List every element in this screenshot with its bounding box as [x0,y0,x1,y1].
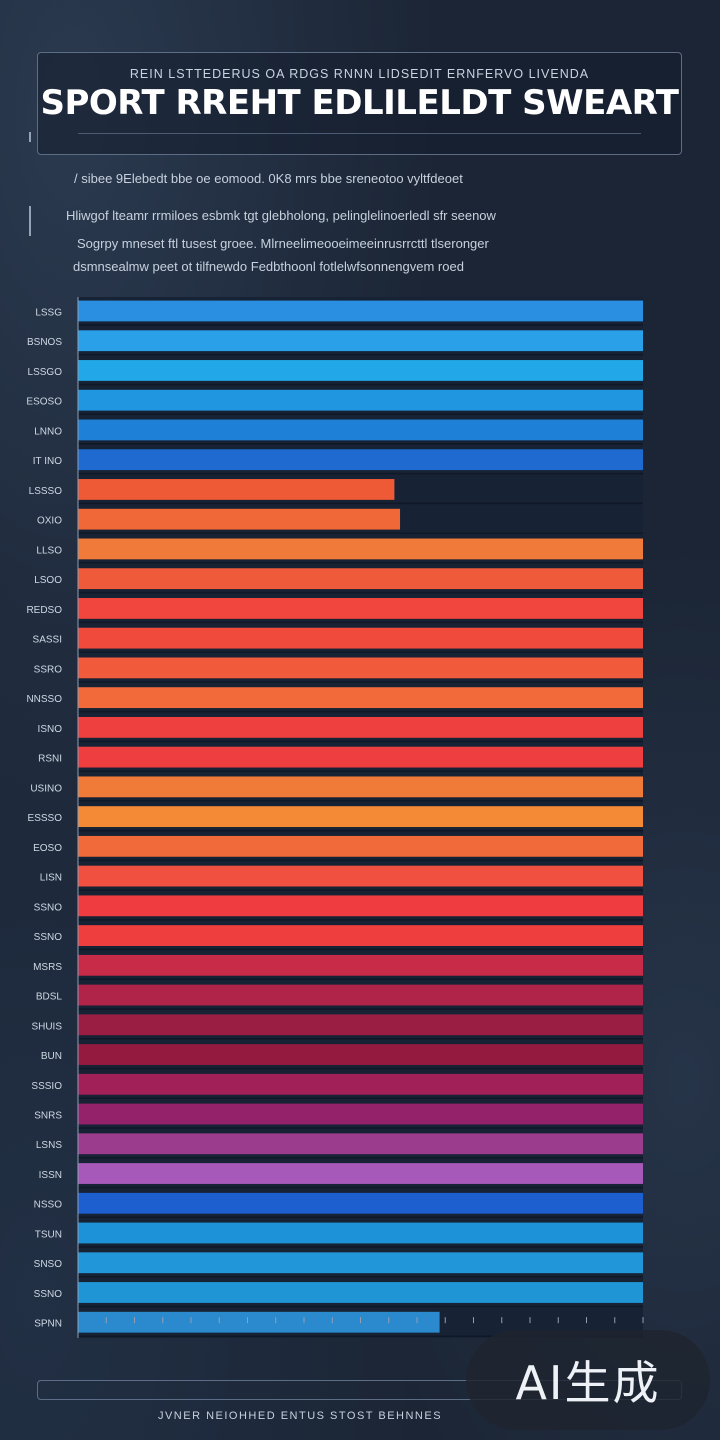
bar-8 [78,508,401,530]
bar-22 [78,925,643,946]
bar-14 [78,687,643,709]
bar-12 [78,627,643,649]
description-line-2: Hliwgof lteamr rrmiloes esbmk tgt glebho… [66,208,496,223]
y-tick-label-6: IT INO [33,456,62,467]
y-tick-label-3: LSSGO [28,367,63,378]
description-line-4: dsmnsealmw peet ot tilfnewdo Fedbthoonl … [73,259,464,274]
bar-26 [78,1044,643,1065]
header-side-tick [29,132,31,142]
bar-27 [78,1073,643,1095]
footer-text: JVNER NEIOHHED ENTUS STOST BEHNNES [157,1410,443,1422]
y-tick-label-1: LSSG [35,307,62,318]
y-tick-label-22: SSNO [34,932,63,943]
y-tick-label-29: LSNS [36,1140,62,1151]
chart-subtitle: REIN LSTTEDERUS OA RDGS RNNN LIDSEDIT ER… [129,67,590,81]
chart-header: REIN LSTTEDERUS OA RDGS RNNN LIDSEDIT ER… [37,52,682,155]
bar-31 [78,1192,643,1214]
bar-3 [78,360,643,381]
y-tick-label-11: REDSO [26,605,62,616]
y-tick-label-23: MSRS [33,962,62,973]
y-tick-label-31: NSSO [34,1200,63,1211]
y-tick-label-32: TSUN [35,1229,62,1240]
description-line-1: / sibee 9Elebedt bbe oe eomood. 0K8 mrs … [74,171,463,186]
bar-29 [78,1133,643,1155]
y-tick-label-30: ISSN [39,1170,62,1181]
bar-9 [78,538,643,560]
bar-2 [78,330,643,352]
y-tick-label-18: ESSSO [28,813,63,824]
y-tick-label-35: SPNN [34,1319,62,1330]
ai-generated-watermark: AI生成 [466,1330,710,1430]
bar-21 [78,895,643,917]
y-tick-label-14: NNSSO [26,694,62,705]
y-tick-label-9: LLSO [36,545,62,556]
y-tick-label-27: SSSIO [31,1081,62,1092]
bar-7 [78,479,395,500]
bar-34 [78,1282,643,1303]
y-tick-label-19: EOSO [33,843,62,854]
bar-4 [78,389,643,411]
bar-11 [78,597,643,619]
y-tick-label-17: USINO [30,783,62,794]
y-tick-label-20: LISN [40,873,62,884]
bar-25 [78,1014,643,1036]
bar-28 [78,1103,643,1125]
y-tick-label-12: SASSI [33,635,62,646]
y-tick-label-26: BUN [41,1051,62,1062]
bar-18 [78,806,643,828]
y-tick-label-8: OXIO [37,516,62,527]
y-tick-label-25: SHUIS [31,1021,62,1032]
bar-15 [78,716,643,738]
bar-32 [78,1222,643,1244]
y-tick-label-16: RSNI [38,754,62,765]
bar-5 [78,419,643,441]
bar-23 [78,954,643,976]
header-divider [78,133,641,134]
y-tick-label-7: LSSSO [29,486,63,497]
y-tick-label-10: LSOO [34,575,62,586]
y-tick-label-4: ESOSO [26,397,62,408]
bar-24 [78,984,643,1006]
y-tick-label-33: SNSO [34,1259,63,1270]
bar-13 [78,657,643,679]
bar-35 [78,1311,440,1333]
y-tick-label-15: ISNO [38,724,63,735]
y-tick-label-34: SSNO [34,1289,63,1300]
y-tick-label-21: SSNO [34,902,63,913]
bar-6 [78,449,643,471]
bar-10 [78,568,643,590]
bar-17 [78,776,643,798]
y-tick-label-5: LNNO [34,426,62,437]
bar-16 [78,746,643,768]
y-tick-label-13: SSRO [34,664,63,675]
y-tick-label-2: BSNOS [27,337,62,348]
bar-20 [78,865,643,887]
description-side-tick [29,206,31,236]
watermark-text: AI生成 [515,1356,661,1410]
bar-19 [78,835,643,857]
bar-30 [78,1163,643,1184]
bar-1 [78,300,643,322]
chart-title: SPORT RREHT EDLILELDT SWEART [40,83,679,123]
y-tick-label-24: BDSL [36,992,63,1003]
description-line-3: Sogrpy mneset ftl tusest groee. Mlrneeli… [77,236,489,251]
y-tick-label-28: SNRS [34,1110,62,1121]
bar-33 [78,1252,643,1274]
